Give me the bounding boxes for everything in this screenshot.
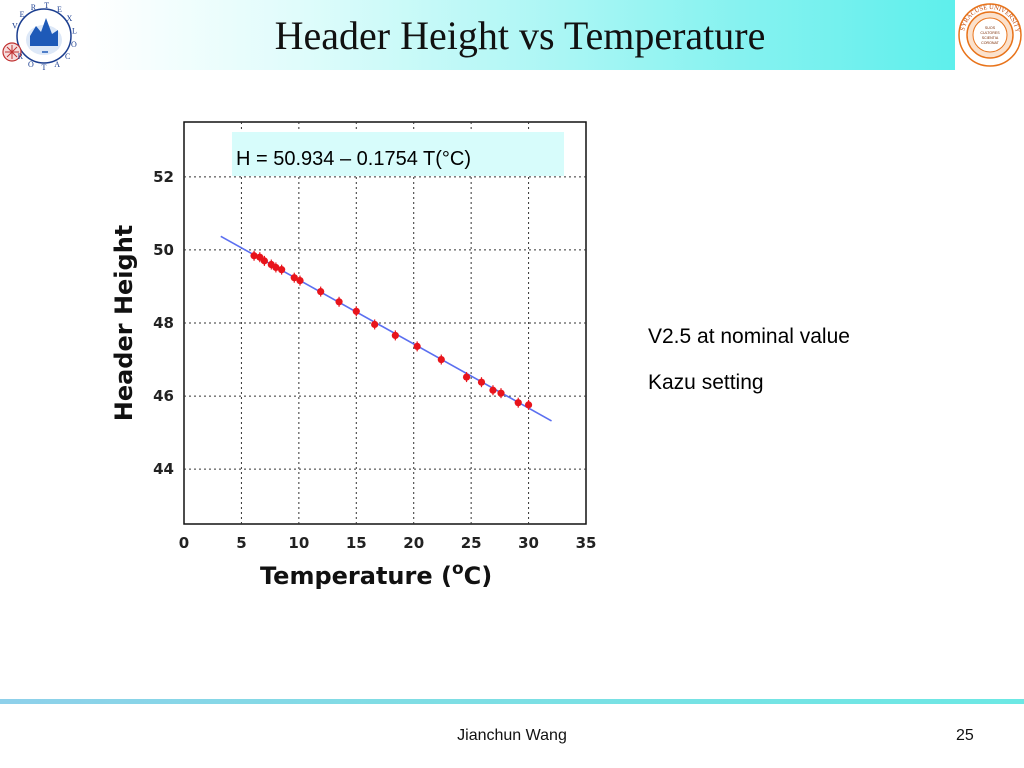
data-point	[290, 274, 298, 282]
x-axis-label: Temperature (oC)	[260, 559, 492, 590]
data-points	[250, 250, 533, 410]
data-point	[437, 355, 445, 364]
note-setting: Kazu setting	[648, 371, 764, 394]
logo-letter: O	[28, 60, 34, 69]
y-tick-label: 52	[153, 168, 174, 186]
footer-divider	[0, 699, 1024, 704]
seal-line-4: CORONAT	[981, 41, 1000, 45]
logo-letter: V	[12, 21, 18, 30]
data-point	[335, 298, 343, 306]
x-tick-labels: 0 5 10 15 20 25 30 35	[179, 534, 597, 552]
logo-letter: R	[31, 3, 37, 12]
logo-letter: O	[71, 40, 77, 49]
fit-equation: H = 50.934 – 0.1754 T(°C)	[236, 148, 471, 170]
seal-line-3: SCIENTIA	[982, 36, 999, 40]
y-tick-label: 48	[153, 314, 174, 332]
x-axis-label-text: Temperature (	[260, 562, 452, 590]
x-tick-label: 30	[518, 534, 539, 552]
data-point	[260, 257, 268, 265]
data-point	[317, 287, 325, 296]
grid	[184, 122, 586, 524]
data-point	[477, 378, 486, 386]
y-tick-label: 44	[153, 460, 174, 478]
data-point	[514, 399, 522, 407]
header-height-chart: 0 5 10 15 20 25 30 35 44 46 48 50 52 H = 50.934 – 0…	[100, 110, 610, 600]
fit-equation-box	[232, 132, 564, 176]
x-tick-label: 25	[461, 534, 482, 552]
syracuse-university-seal: SYRACUSE UNIVERSITY · FOUNDED AD 1870 SU…	[953, 0, 1024, 70]
logo-letter: X	[67, 14, 73, 23]
data-point	[296, 277, 304, 285]
logo-letter: T	[42, 63, 47, 70]
data-point	[489, 386, 497, 394]
y-tick-label: 46	[153, 387, 174, 405]
data-point	[413, 342, 421, 350]
title-bar: Header Height vs Temperature	[85, 0, 955, 70]
data-point	[352, 307, 360, 315]
note-voltage: V2.5 at nominal value	[648, 325, 850, 348]
logo-letter: T	[44, 1, 49, 10]
data-point	[462, 373, 471, 381]
logo-letter: R	[18, 52, 24, 61]
logo-letter: C	[65, 52, 70, 61]
data-point	[371, 320, 379, 329]
data-point	[272, 263, 280, 272]
x-tick-label: 20	[403, 534, 424, 552]
x-tick-label: 0	[179, 534, 189, 552]
data-point	[497, 389, 505, 397]
data-point	[524, 401, 533, 409]
slide-title: Header Height vs Temperature	[274, 13, 766, 58]
y-tick-labels: 44 46 48 50 52	[153, 168, 174, 478]
y-tick-label: 50	[153, 241, 174, 259]
logo-letter: E	[20, 10, 25, 19]
degree-sign: o	[452, 559, 464, 579]
x-tick-label: 5	[236, 534, 246, 552]
logo-letter: L	[72, 27, 77, 36]
data-point	[391, 331, 399, 340]
data-point	[250, 252, 258, 260]
x-tick-label: 10	[288, 534, 309, 552]
logo-letter: A	[54, 60, 60, 69]
data-point	[278, 266, 286, 274]
y-axis-label: Header Height	[110, 225, 138, 422]
x-tick-label: 35	[576, 534, 597, 552]
x-axis-label-unit: C)	[464, 562, 493, 590]
seal-line-1: SUOS	[985, 26, 996, 30]
chart-svg: 0 5 10 15 20 25 30 35 44 46 48 50 52 H = 50.934 – 0…	[110, 121, 597, 590]
page-number: 25	[956, 727, 974, 744]
x-tick-label: 15	[346, 534, 367, 552]
footer-author: Jianchun Wang	[457, 727, 567, 744]
logo-letter: E	[57, 5, 62, 14]
seal-line-2: CULTORES	[980, 31, 1000, 35]
